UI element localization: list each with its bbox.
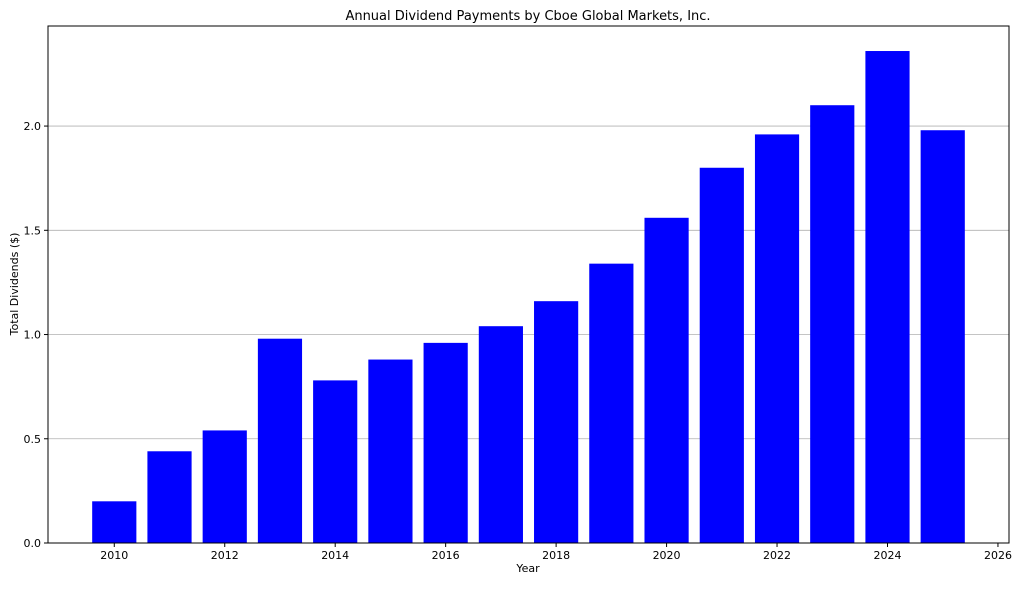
y-axis-label: Total Dividends ($) <box>8 233 21 337</box>
x-tick-label: 2010 <box>100 549 128 562</box>
bar-2018 <box>534 301 579 543</box>
x-tick-label: 2026 <box>984 549 1012 562</box>
grid-lines <box>48 125 1009 544</box>
x-tick-label: 2018 <box>542 549 570 562</box>
bar-2016 <box>423 342 468 543</box>
bar-2014 <box>313 380 358 543</box>
bars <box>92 51 965 544</box>
x-tick-label: 2022 <box>763 549 791 562</box>
bar-2025 <box>920 130 965 543</box>
x-tick-label: 2024 <box>873 549 901 562</box>
bar-2010 <box>92 501 137 543</box>
x-tick-label: 2014 <box>321 549 349 562</box>
bar-2013 <box>257 338 303 543</box>
bar-2015 <box>368 359 413 543</box>
y-tick-label: 2.0 <box>24 120 42 133</box>
y-tick-label: 1.5 <box>24 224 42 237</box>
bar-2024 <box>865 51 910 544</box>
y-tick-label: 0.5 <box>24 433 42 446</box>
chart-title: Annual Dividend Payments by Cboe Global … <box>345 9 710 24</box>
bar-2020 <box>644 217 689 543</box>
x-tick-label: 2016 <box>432 549 460 562</box>
x-tick-label: 2012 <box>211 549 239 562</box>
plot-frame <box>47 25 1010 544</box>
bar-2011 <box>147 451 192 543</box>
bar-2012 <box>202 430 247 543</box>
bar-2017 <box>478 326 523 543</box>
y-tick-label: 0.0 <box>24 537 42 550</box>
y-tick-label: 1.0 <box>24 329 42 342</box>
bar-2021 <box>699 167 744 544</box>
y-axis-ticks: 0.0 0.5 1.0 1.5 2.0 <box>24 120 48 550</box>
x-axis-label: Year <box>515 562 540 575</box>
x-axis-ticks: 2010 2012 2014 2016 2018 2020 2022 2024 2026 <box>100 543 1012 562</box>
bar-2022 <box>754 134 800 543</box>
bar-2019 <box>589 263 634 543</box>
bar-2023 <box>810 105 855 543</box>
x-tick-label: 2020 <box>653 549 681 562</box>
